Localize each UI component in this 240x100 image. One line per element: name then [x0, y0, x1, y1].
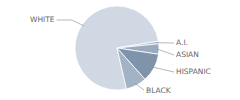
- leader-line: [157, 49, 174, 55]
- slice-label: WHITE: [30, 15, 55, 24]
- slice-label: A.I.: [176, 38, 188, 47]
- slice-label: BLACK: [146, 86, 172, 95]
- slice-label: HISPANIC: [176, 67, 211, 76]
- leader-lines: [57, 20, 174, 90]
- leader-line: [152, 67, 174, 72]
- labels: WHITE A.I. ASIAN HISPANIC BLACK: [30, 15, 211, 95]
- leader-line: [57, 20, 84, 26]
- leader-line: [157, 42, 174, 43]
- slice: [75, 6, 158, 90]
- leader-line: [135, 84, 144, 90]
- slice: [117, 48, 145, 89]
- chart: WHITE A.I. ASIAN HISPANIC BLACK: [0, 0, 240, 100]
- pie: [75, 6, 159, 90]
- slice-label: ASIAN: [176, 50, 199, 59]
